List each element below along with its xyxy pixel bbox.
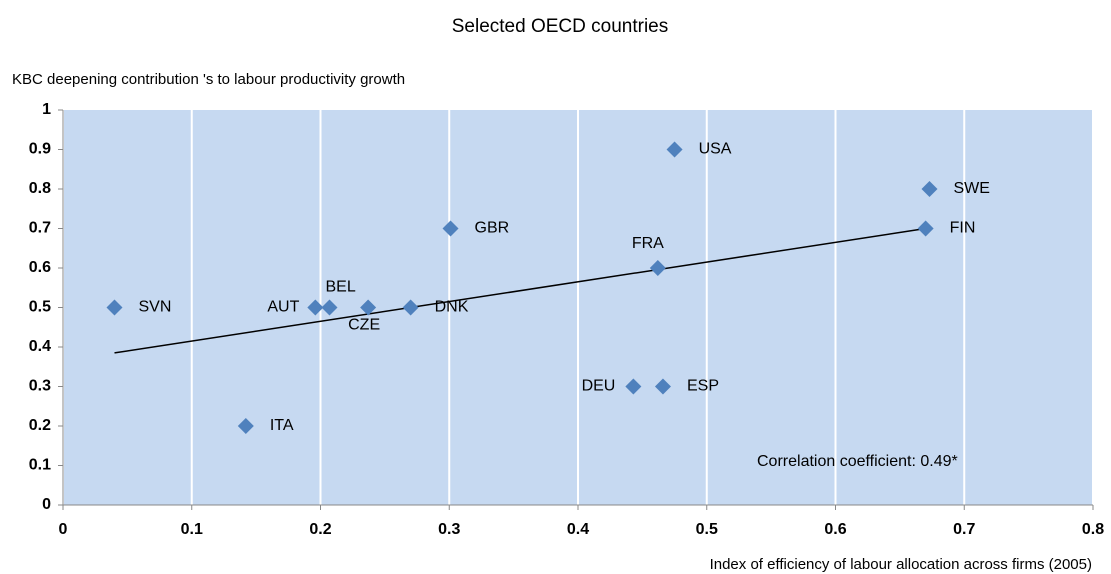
- x-tick-label: 0.3: [438, 521, 460, 538]
- y-tick-label: 0.3: [29, 378, 51, 395]
- point-label: SWE: [953, 180, 989, 197]
- y-axis-label: KBC deepening contribution 's to labour …: [12, 71, 405, 88]
- x-tick-label: 0.5: [696, 521, 718, 538]
- point: [237, 418, 254, 434]
- x-axis-label: Index of efficiency of labour allocation…: [710, 556, 1092, 573]
- y-tick-label: 1: [42, 101, 51, 118]
- y-tick-label: 0.8: [29, 180, 51, 197]
- y-tick-label: 0.2: [29, 417, 51, 434]
- point: [625, 378, 642, 395]
- point-label: DEU: [582, 378, 616, 395]
- point: [654, 378, 671, 395]
- y-tick-label: 0.4: [29, 338, 51, 355]
- x-tick-label: 0.4: [567, 521, 589, 538]
- point: [360, 299, 377, 316]
- x-tick-label: 0.8: [1082, 521, 1104, 538]
- point-label: ITA: [270, 417, 294, 434]
- x-tick-label: 0.2: [309, 521, 331, 538]
- x-tick-label: 0.7: [953, 521, 975, 538]
- point-label: FIN: [950, 220, 976, 237]
- annotation: Correlation coefficient: 0.49*: [757, 453, 958, 470]
- x-tick-label: 0: [59, 521, 68, 538]
- point: [402, 299, 419, 316]
- point-label: GBR: [475, 220, 510, 237]
- point: [917, 220, 934, 237]
- point-label: AUT: [267, 299, 299, 316]
- point-label: CZE: [348, 317, 380, 334]
- y-tick-label: 0.1: [29, 457, 51, 474]
- point-label: DNK: [435, 299, 469, 316]
- point-label: USA: [699, 141, 732, 158]
- y-tick-label: 0.5: [29, 299, 51, 316]
- y-tick-label: 0: [42, 496, 51, 513]
- point: [649, 260, 666, 276]
- point-label: BEL: [326, 279, 356, 296]
- point: [106, 299, 123, 316]
- point: [307, 299, 324, 316]
- point: [666, 141, 683, 158]
- y-tick-label: 0.9: [29, 141, 51, 158]
- x-tick-label: 0.1: [181, 521, 203, 538]
- point: [921, 181, 938, 197]
- point: [442, 220, 459, 237]
- x-tick-label: 0.6: [824, 521, 846, 538]
- point: [321, 299, 338, 316]
- y-tick-label: 0.7: [29, 220, 51, 237]
- point-label: SVN: [139, 299, 172, 316]
- trend-line: [114, 227, 926, 354]
- y-tick-label: 0.6: [29, 259, 51, 276]
- chart-title: Selected OECD countries: [452, 16, 669, 37]
- point-label: FRA: [632, 235, 664, 252]
- point-label: ESP: [687, 378, 719, 395]
